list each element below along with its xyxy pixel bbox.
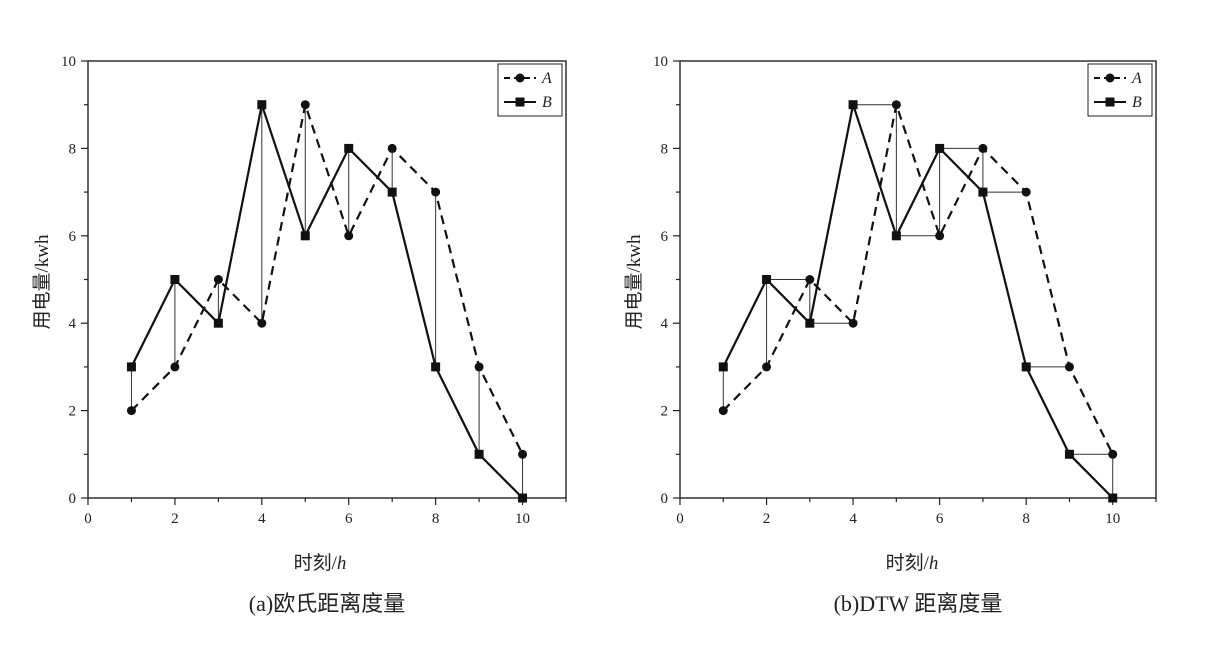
x-tick-label: 6 bbox=[936, 511, 944, 527]
point-B bbox=[1021, 362, 1031, 372]
chart-panel-b: 0 2 4 6 8 10 0 2 4 6 8 10 时刻/h 用电量/kwh (b)DTW 距离度量 AB bbox=[623, 54, 1157, 616]
point-A bbox=[1108, 449, 1118, 459]
point-A bbox=[474, 362, 484, 372]
legend-label-A: A bbox=[541, 70, 552, 87]
plot-frame bbox=[87, 60, 567, 499]
point-B bbox=[718, 362, 728, 372]
x-axis-label-text: 时刻/ bbox=[294, 552, 338, 574]
y-tick-label: 0 bbox=[661, 491, 669, 507]
legend-box bbox=[1087, 63, 1153, 117]
series-line-B bbox=[722, 100, 1114, 499]
point-A bbox=[718, 406, 728, 416]
y-tick-label: 10 bbox=[61, 54, 76, 70]
point-B bbox=[431, 362, 441, 372]
x-axis-label-unit: h bbox=[929, 553, 939, 574]
point-A bbox=[170, 362, 180, 372]
y-axis-label: 用电量/kwh bbox=[31, 234, 53, 330]
legend-marker-B bbox=[1105, 97, 1115, 107]
point-B bbox=[935, 143, 945, 153]
x-axis-label: 时刻/h bbox=[886, 552, 939, 574]
x-axis-label: 时刻/h bbox=[294, 552, 347, 574]
x-tick-label: 8 bbox=[1022, 511, 1030, 527]
point-B bbox=[978, 187, 988, 197]
x-tick-label: 10 bbox=[515, 511, 530, 527]
panel-caption: (b)DTW 距离度量 bbox=[834, 591, 1003, 616]
point-B bbox=[300, 231, 310, 241]
point-A bbox=[762, 362, 772, 372]
point-A bbox=[978, 143, 988, 153]
point-A bbox=[344, 231, 354, 241]
x-axis-label-text: 时刻/ bbox=[886, 552, 930, 574]
x-tick-label: 2 bbox=[763, 511, 771, 527]
point-A bbox=[257, 318, 267, 328]
point-B bbox=[257, 100, 267, 110]
point-B bbox=[848, 100, 858, 110]
point-A bbox=[518, 449, 528, 459]
x-tick-label: 4 bbox=[849, 511, 857, 527]
point-A bbox=[126, 406, 136, 416]
legend-marker-A bbox=[515, 73, 525, 83]
point-A bbox=[431, 187, 441, 197]
point-B bbox=[170, 275, 180, 284]
point-A bbox=[387, 143, 397, 153]
legend-marker-A bbox=[1105, 73, 1115, 83]
legend-label-B: B bbox=[1132, 94, 1142, 111]
y-tick-label: 4 bbox=[661, 316, 669, 332]
legend-label-B: B bbox=[542, 94, 552, 111]
point-A bbox=[1021, 187, 1031, 197]
point-B bbox=[344, 143, 354, 153]
y-axis-label: 用电量/kwh bbox=[623, 234, 645, 330]
point-B bbox=[1064, 449, 1074, 459]
legend-label-A: A bbox=[1131, 70, 1142, 87]
y-tick-label: 8 bbox=[661, 141, 669, 157]
x-tick-label: 10 bbox=[1105, 511, 1120, 527]
plot-frame bbox=[679, 60, 1157, 499]
point-B bbox=[518, 493, 528, 503]
panel-caption: (a)欧氏距离度量 bbox=[249, 591, 405, 616]
x-tick-label: 0 bbox=[676, 511, 684, 527]
point-B bbox=[474, 449, 484, 459]
point-B bbox=[126, 362, 136, 372]
series-line-B bbox=[130, 100, 524, 499]
y-tick-label: 6 bbox=[661, 229, 669, 245]
x-tick-label: 0 bbox=[84, 511, 92, 527]
legend: AB bbox=[1087, 63, 1153, 117]
point-B bbox=[387, 187, 397, 197]
point-B bbox=[891, 231, 901, 241]
y-tick-label: 2 bbox=[69, 404, 77, 420]
point-A bbox=[848, 318, 858, 328]
legend-box bbox=[497, 63, 563, 117]
y-tick-label: 10 bbox=[653, 54, 668, 70]
point-A bbox=[935, 231, 945, 241]
x-tick-label: 6 bbox=[345, 511, 353, 527]
point-B bbox=[762, 275, 772, 284]
x-tick-label: 8 bbox=[432, 511, 440, 527]
legend: AB bbox=[497, 63, 563, 117]
point-A bbox=[891, 100, 901, 110]
y-tick-label: 4 bbox=[69, 316, 77, 332]
series-line-A bbox=[722, 100, 1114, 455]
x-axis-label-unit: h bbox=[337, 553, 347, 574]
point-A bbox=[213, 275, 223, 284]
series-line-A bbox=[130, 100, 524, 455]
point-B bbox=[1108, 493, 1118, 503]
point-B bbox=[805, 318, 815, 328]
y-tick-label: 8 bbox=[69, 141, 77, 157]
chart-panel-a: 0 2 4 6 8 10 0 2 4 6 8 10 时刻/h 用电量/kwh (a)欧氏距离度量 AB bbox=[31, 54, 567, 616]
legend-marker-B bbox=[515, 97, 525, 107]
y-tick-label: 2 bbox=[661, 404, 669, 420]
y-tick-label: 0 bbox=[69, 491, 77, 507]
point-B bbox=[213, 318, 223, 328]
point-A bbox=[300, 100, 310, 110]
x-tick-label: 2 bbox=[171, 511, 179, 527]
point-A bbox=[1064, 362, 1074, 372]
x-tick-label: 4 bbox=[258, 511, 266, 527]
point-A bbox=[805, 275, 815, 284]
y-tick-label: 6 bbox=[69, 229, 77, 245]
